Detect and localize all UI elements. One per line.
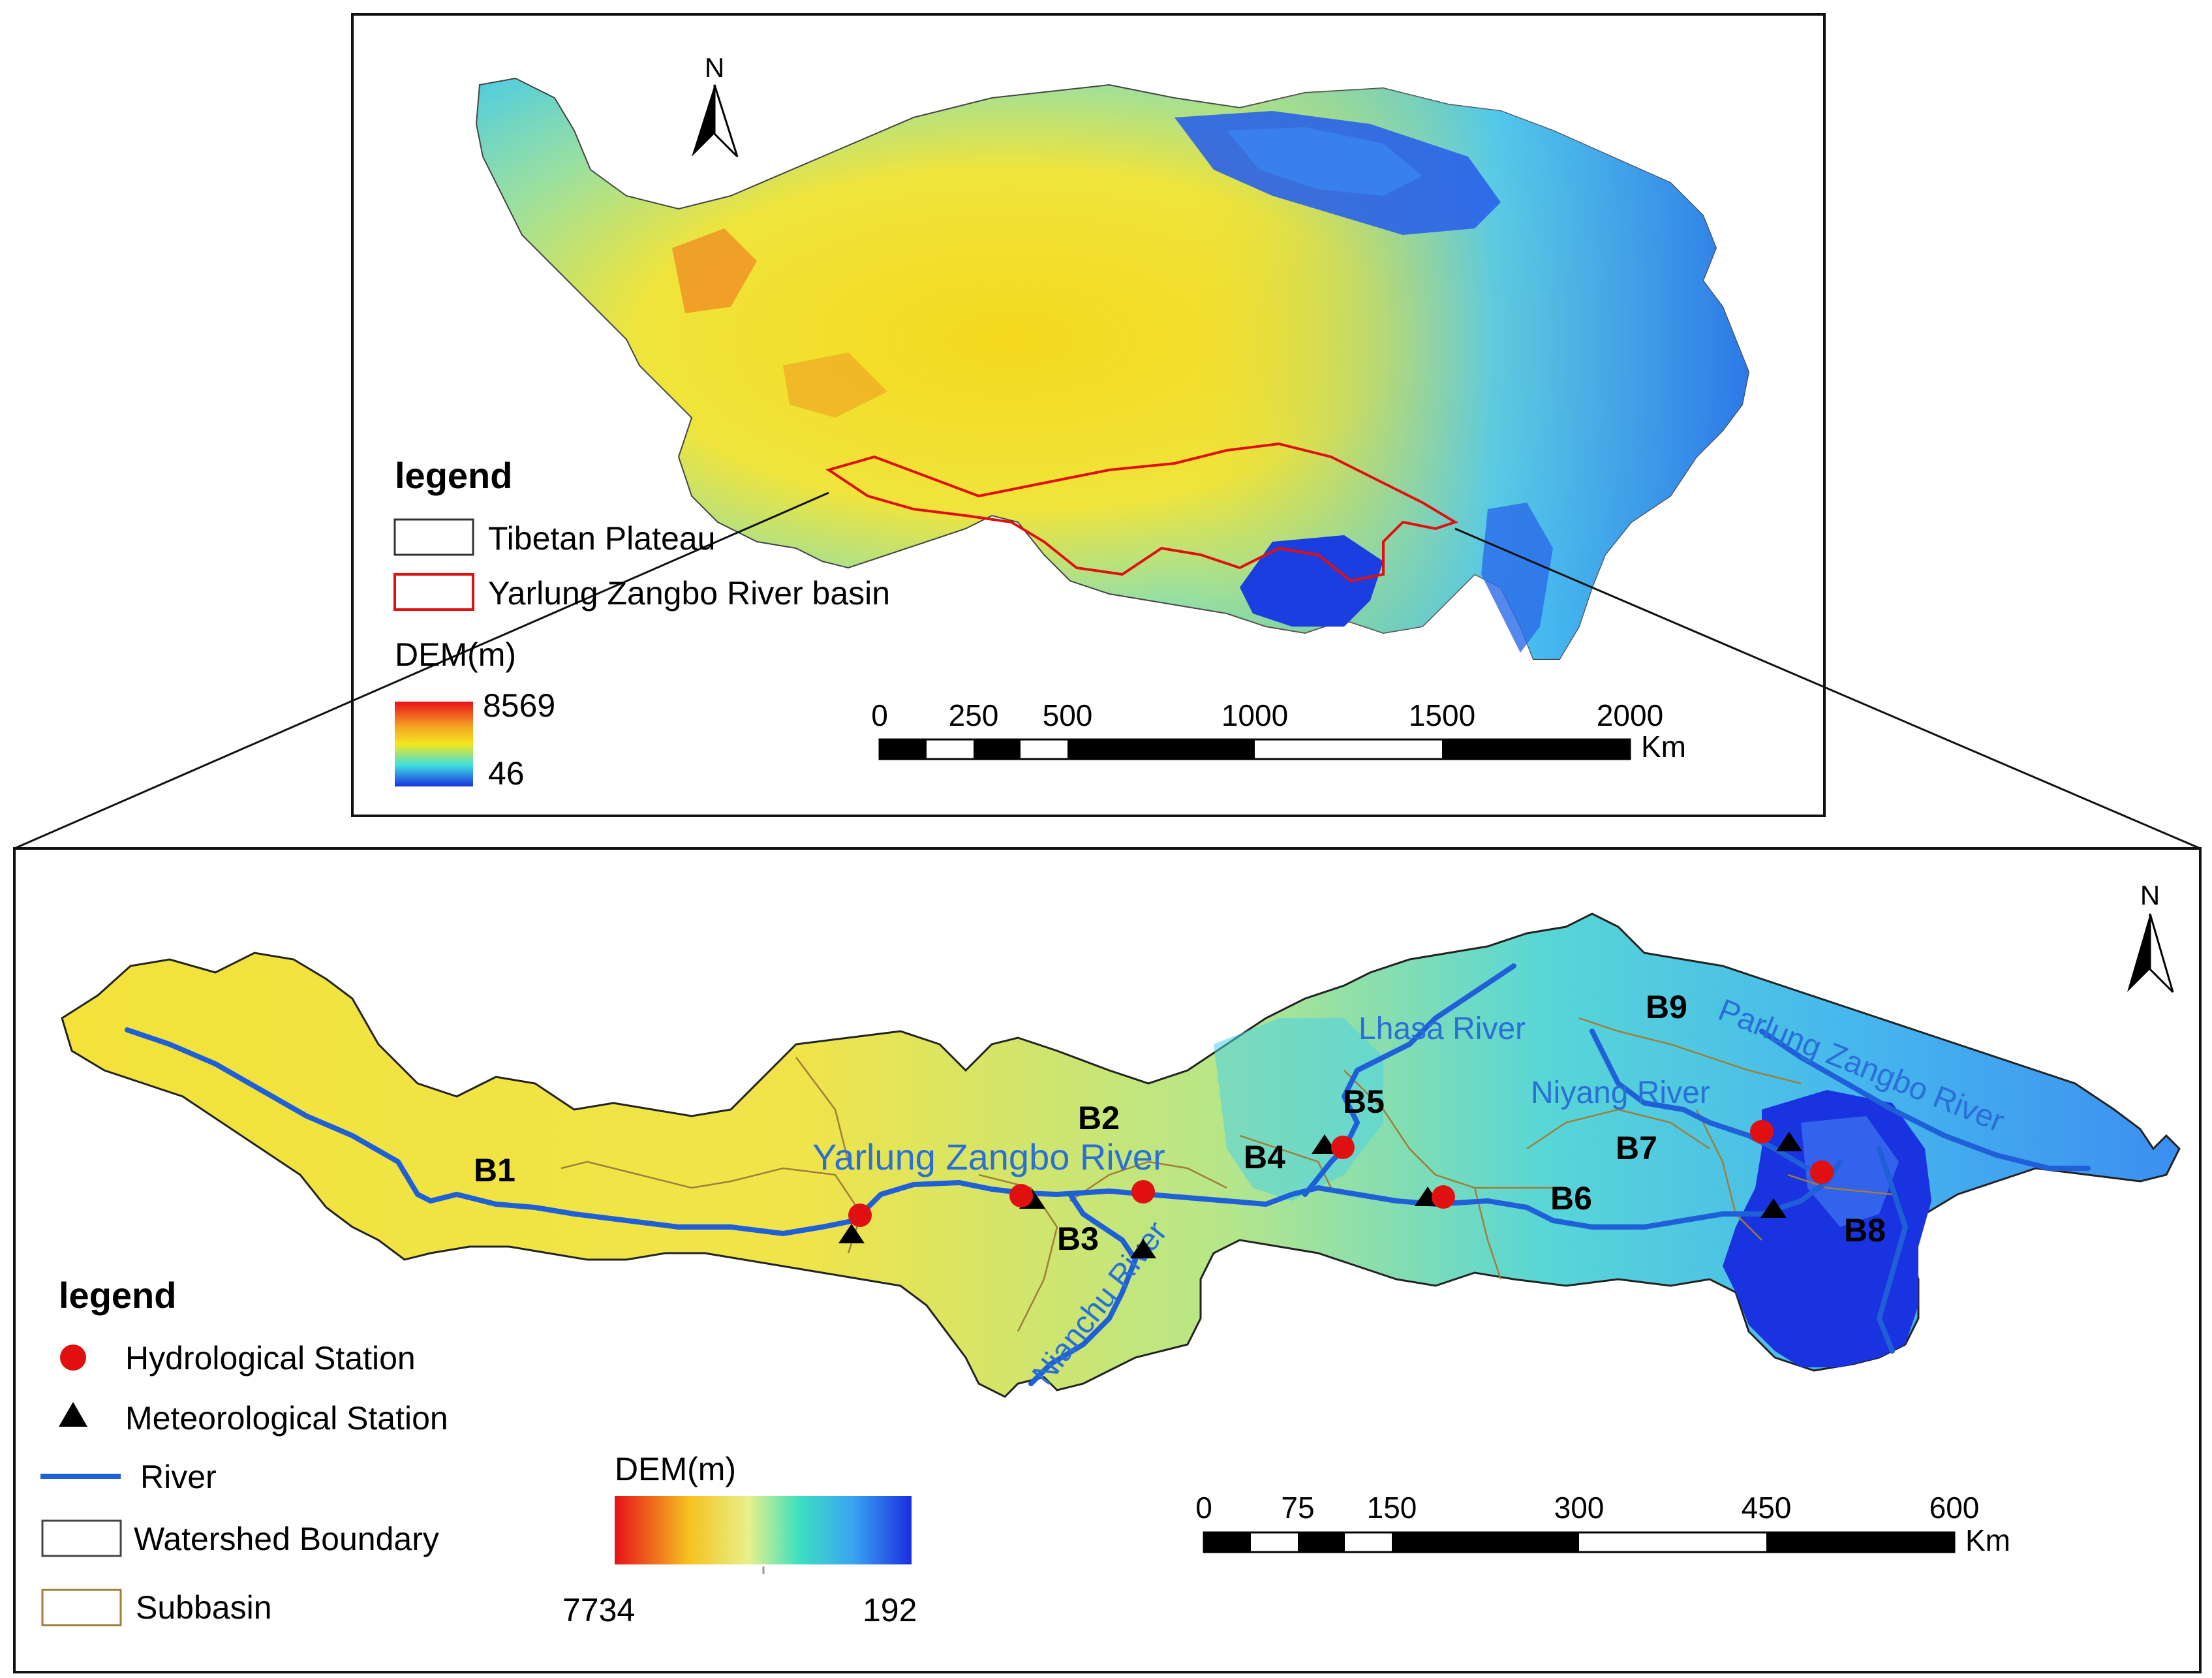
bottom-scale-tick-3: 300 [1554, 1491, 1605, 1525]
top-legend: legend Tibetan Plateau Yarlung Zangbo Ri… [393, 455, 890, 792]
top-dem-colorbar [395, 702, 473, 786]
basin-label-b8: B8 [1844, 1212, 1886, 1249]
bottom-scale-unit: Km [1965, 1523, 2010, 1557]
north-label-top: N [705, 52, 724, 83]
top-dem-title: DEM(m) [395, 636, 516, 673]
bottom-scale-tick-5: 600 [1929, 1491, 1980, 1525]
basin-label-b1: B1 [474, 1152, 515, 1189]
zoom-line-left [14, 491, 829, 850]
legend-item-hydro: Hydrological Station [125, 1340, 416, 1376]
top-scale-tick-5: 2000 [1597, 698, 1663, 732]
red-circle-icon [60, 1344, 86, 1371]
legend-item-river: River [140, 1459, 217, 1495]
meteo-station-3 [1130, 1239, 1156, 1258]
meteo-station-4 [1312, 1134, 1338, 1154]
basin-label-b4: B4 [1244, 1139, 1285, 1175]
legend-item-subbasin: Subbasin [136, 1589, 272, 1626]
hydro-station-5 [1432, 1185, 1455, 1209]
bottom-legend-title: legend [59, 1275, 176, 1316]
north-label-bottom: N [2140, 880, 2160, 910]
hydro-station-4 [1331, 1136, 1355, 1159]
meteo-station-6 [1776, 1132, 1802, 1151]
bottom-scale-tick-2: 150 [1367, 1491, 1417, 1525]
hydro-station-2 [1009, 1184, 1033, 1207]
legend-item-tibetan-plateau: Tibetan Plateau [488, 520, 715, 557]
gray-box-icon [41, 1519, 122, 1557]
bottom-scale-tick-1: 75 [1281, 1491, 1314, 1525]
legend-item-yarlung-basin: Yarlung Zangbo River basin [488, 575, 890, 612]
north-arrow-bottom: N [2127, 880, 2174, 993]
top-scale-bar: 0 250 500 1000 1500 2000 Km [871, 698, 1686, 764]
top-scale-tick-0: 0 [871, 698, 888, 732]
basin-label-b9: B9 [1646, 989, 1687, 1025]
hydro-station-3 [1131, 1180, 1155, 1204]
top-legend-title: legend [395, 455, 512, 496]
bottom-dem-colorbar [615, 1496, 912, 1564]
stations [838, 1120, 1834, 1258]
river-label-niyang: Niyang River [1531, 1076, 1710, 1110]
top-scale-tick-1: 250 [949, 698, 999, 732]
subbasin-boundaries [561, 1017, 1893, 1332]
zoom-line-right [1454, 527, 2201, 850]
basin-label-b2: B2 [1078, 1100, 1120, 1136]
tibetan-plateau-map [475, 77, 1750, 660]
top-scale-tick-2: 500 [1043, 698, 1093, 732]
brown-box-icon [41, 1589, 122, 1626]
basin-label-b6: B6 [1550, 1180, 1592, 1217]
bottom-dem-left: 7734 [562, 1592, 635, 1628]
legend-item-meteo: Meteorological Station [125, 1400, 448, 1437]
tibetan-plateau-swatch [393, 518, 474, 556]
top-dem-max: 8569 [483, 687, 555, 724]
north-arrow-top: N [692, 52, 739, 158]
bottom-scale-bar: 0 75 150 300 450 600 Km [1195, 1491, 2010, 1557]
basin-label-b5: B5 [1343, 1083, 1385, 1120]
river-label-yarlung: Yarlung Zangbo River [812, 1136, 1165, 1177]
top-scale-tick-3: 1000 [1221, 698, 1288, 732]
river-label-lhasa: Lhasa River [1359, 1012, 1526, 1046]
bottom-legend: legend Hydrological Station Meteorologic… [40, 1275, 917, 1628]
yarlung-basin-map [61, 912, 2181, 1398]
yarlung-basin-swatch [393, 573, 474, 611]
watershed-boundary [61, 912, 2181, 1398]
meteo-station-7 [1760, 1198, 1787, 1218]
hydro-station-7 [1810, 1160, 1834, 1184]
hydro-station-6 [1750, 1120, 1774, 1143]
basin-label-b3: B3 [1057, 1220, 1099, 1257]
bottom-scale-tick-0: 0 [1195, 1491, 1212, 1525]
hydro-station-1 [848, 1204, 872, 1227]
basin-labels: B1 B2 B3 B4 B5 B6 B7 B8 B9 [474, 989, 1886, 1257]
legend-item-watershed: Watershed Boundary [134, 1521, 439, 1557]
meteo-station-1 [838, 1224, 865, 1243]
bottom-dem-title: DEM(m) [615, 1451, 736, 1487]
yarlung-basin-outline [825, 442, 1458, 583]
bottom-dem-right: 192 [863, 1592, 917, 1628]
black-triangle-icon [59, 1402, 87, 1427]
top-scale-unit: Km [1641, 730, 1686, 764]
top-scale-tick-4: 1500 [1409, 698, 1475, 732]
basin-label-b7: B7 [1616, 1130, 1657, 1166]
top-dem-min: 46 [488, 755, 525, 792]
bottom-scale-tick-4: 450 [1742, 1491, 1792, 1525]
